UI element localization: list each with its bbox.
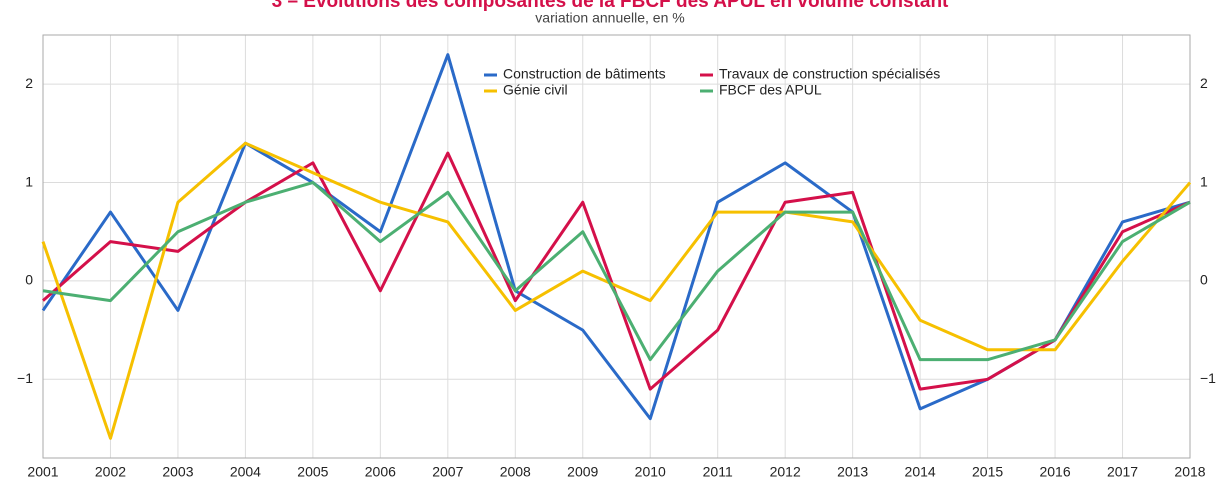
series-line (41, 53, 1191, 421)
x-tick-label: 2013 (837, 464, 868, 480)
x-tick-label: 2017 (1107, 464, 1138, 480)
x-tick-label: 2001 (27, 464, 58, 480)
x-tick-label: 2009 (567, 464, 598, 480)
legend-label: Travaux de construction spécialisés (719, 66, 940, 82)
legend-label: Génie civil (503, 82, 568, 98)
y2-tick-label: 1 (1200, 173, 1208, 189)
y-tick-label: −1 (17, 370, 33, 386)
x-tick-label: 2011 (703, 464, 733, 480)
x-tick-label: 2004 (230, 464, 261, 480)
series-line (41, 141, 1192, 440)
y2-tick-label: −1 (1200, 370, 1216, 386)
x-tick-label: 2006 (365, 464, 396, 480)
series-line (42, 181, 1191, 362)
y-tick-label: 1 (25, 173, 33, 189)
plot-frame (42, 34, 1191, 459)
x-tick-label: 2018 (1174, 464, 1205, 480)
chart-title: 3 – Évolutions des composantes de la FBC… (272, 0, 949, 12)
y-tick-label: 0 (25, 272, 33, 288)
legend-label: FBCF des APUL (719, 82, 822, 98)
legend-label: Construction de bâtiments (503, 66, 666, 82)
x-tick-label: 2003 (162, 464, 193, 480)
x-tick-label: 2002 (95, 464, 126, 480)
y2-tick-label: 2 (1200, 75, 1208, 91)
x-tick-label: 2005 (297, 464, 328, 480)
x-tick-label: 2007 (432, 464, 463, 480)
x-tick-label: 2015 (972, 464, 1003, 480)
series-line (42, 151, 1191, 391)
y2-tick-label: 0 (1200, 272, 1208, 288)
x-tick-label: 2016 (1039, 464, 1070, 480)
y-tick-label: 2 (25, 75, 33, 91)
x-tick-label: 2008 (500, 464, 531, 480)
x-tick-label: 2014 (905, 464, 936, 480)
chart-subtitle: variation annuelle, en % (535, 10, 684, 26)
x-tick-label: 2012 (770, 464, 801, 480)
x-tick-label: 2010 (635, 464, 666, 480)
